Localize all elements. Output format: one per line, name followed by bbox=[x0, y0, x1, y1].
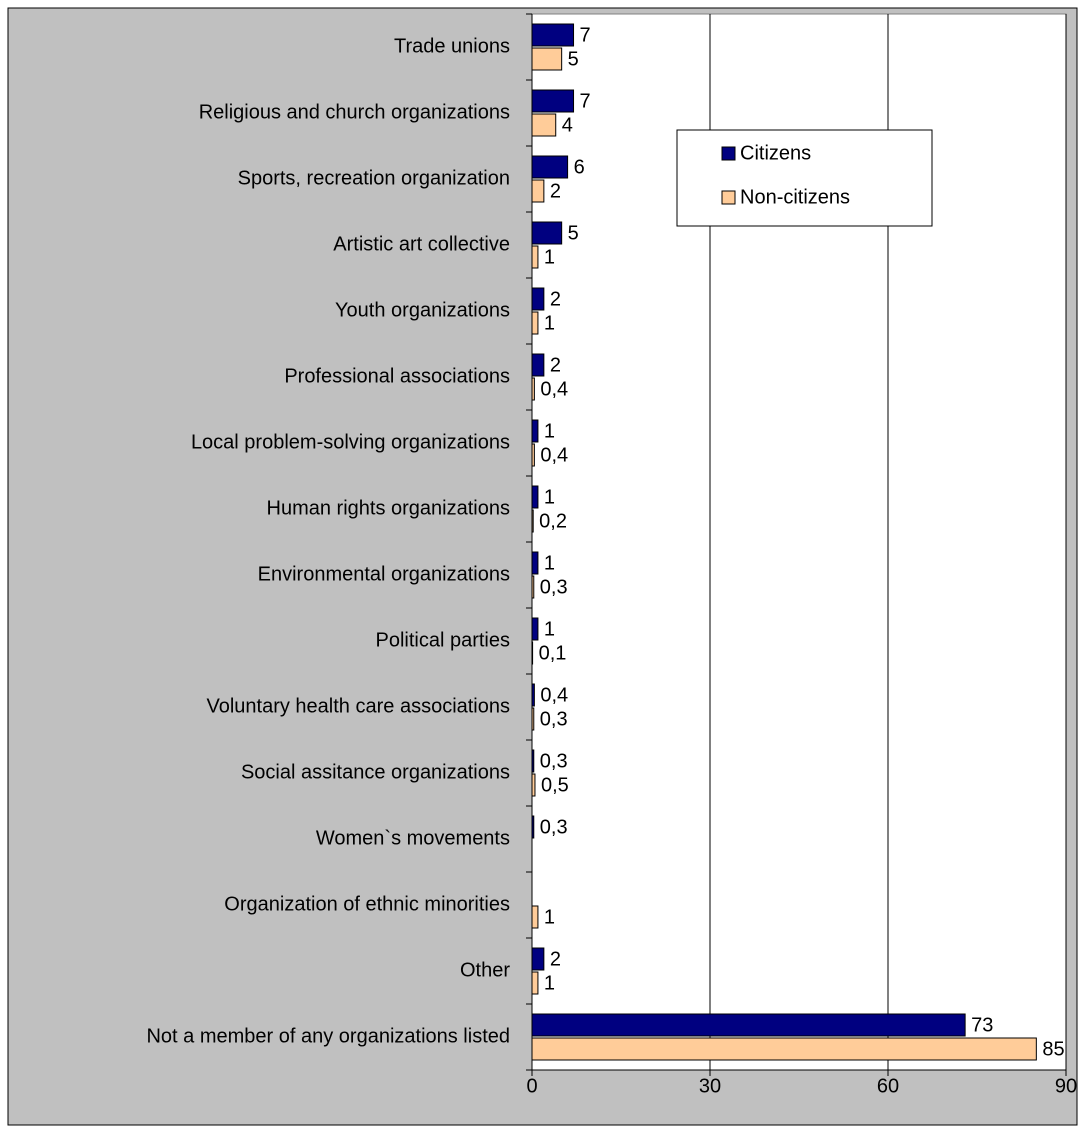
data-label: 1 bbox=[544, 618, 555, 640]
bar bbox=[531, 47, 563, 71]
bar bbox=[531, 179, 545, 203]
bar bbox=[531, 815, 535, 839]
data-label: 0,4 bbox=[540, 444, 568, 466]
bar bbox=[531, 221, 563, 245]
y-tick-label: Women`s movements bbox=[316, 827, 510, 849]
data-label: 0,1 bbox=[539, 642, 567, 664]
bar bbox=[531, 773, 536, 797]
bar bbox=[531, 551, 539, 575]
y-tick-label: Other bbox=[460, 959, 510, 981]
y-tick-label: Political parties bbox=[375, 629, 510, 651]
data-label: 1 bbox=[544, 420, 555, 442]
legend-label: Citizens bbox=[740, 142, 811, 164]
bar bbox=[531, 683, 535, 707]
data-label: 85 bbox=[1042, 1038, 1064, 1060]
x-tick-label: 90 bbox=[1055, 1075, 1077, 1097]
bar bbox=[531, 1013, 966, 1037]
data-label: 0,5 bbox=[541, 774, 569, 796]
y-tick-label: Trade unions bbox=[394, 35, 510, 57]
bar bbox=[531, 377, 535, 401]
data-label: 5 bbox=[568, 222, 579, 244]
bar bbox=[531, 1037, 1037, 1061]
bar bbox=[531, 707, 535, 731]
bar bbox=[531, 113, 557, 137]
y-tick-label: Religious and church organizations bbox=[199, 101, 510, 123]
data-label: 0,3 bbox=[540, 750, 568, 772]
data-label: 7 bbox=[580, 90, 591, 112]
legend-box bbox=[676, 129, 933, 227]
bar bbox=[531, 155, 569, 179]
bar bbox=[531, 245, 539, 269]
data-label: 5 bbox=[568, 48, 579, 70]
bar bbox=[531, 947, 545, 971]
data-label: 2 bbox=[550, 180, 561, 202]
bar bbox=[531, 617, 539, 641]
data-label: 1 bbox=[544, 552, 555, 574]
bar bbox=[531, 419, 539, 443]
data-label: 1 bbox=[544, 312, 555, 334]
legend-swatch bbox=[721, 146, 736, 161]
x-tick-label: 30 bbox=[699, 1075, 721, 1097]
data-label: 1 bbox=[544, 486, 555, 508]
data-label: 2 bbox=[550, 948, 561, 970]
y-tick-label: Social assitance organizations bbox=[241, 761, 510, 783]
bar bbox=[531, 905, 539, 929]
y-tick-label: Human rights organizations bbox=[267, 497, 510, 519]
data-label: 1 bbox=[544, 906, 555, 928]
bar bbox=[531, 311, 539, 335]
bar bbox=[531, 971, 539, 995]
data-label: 73 bbox=[971, 1014, 993, 1036]
y-tick-label: Voluntary health care associations bbox=[206, 695, 510, 717]
data-label: 2 bbox=[550, 354, 561, 376]
y-tick-label: Local problem-solving organizations bbox=[191, 431, 510, 453]
data-label: 0,4 bbox=[540, 378, 568, 400]
bar bbox=[531, 287, 545, 311]
data-label: 6 bbox=[574, 156, 585, 178]
y-tick-label: Sports, recreation organization bbox=[238, 167, 510, 189]
data-label: 0,3 bbox=[540, 708, 568, 730]
bar bbox=[531, 509, 534, 533]
data-label: 2 bbox=[550, 288, 561, 310]
legend-label: Non-citizens bbox=[740, 186, 850, 208]
legend-swatch bbox=[721, 190, 736, 205]
bar bbox=[531, 23, 575, 47]
x-tick-label: 0 bbox=[526, 1075, 537, 1097]
bar bbox=[531, 575, 535, 599]
bar bbox=[531, 749, 535, 773]
y-tick-label: Professional associations bbox=[284, 365, 510, 387]
y-tick-label: Youth organizations bbox=[335, 299, 510, 321]
data-label: 1 bbox=[544, 972, 555, 994]
data-label: 0,2 bbox=[539, 510, 567, 532]
bar bbox=[531, 353, 545, 377]
bar bbox=[531, 485, 539, 509]
bar bbox=[531, 89, 575, 113]
data-label: 0,3 bbox=[540, 576, 568, 598]
data-label: 1 bbox=[544, 246, 555, 268]
data-label: 7 bbox=[580, 24, 591, 46]
data-label: 4 bbox=[562, 114, 573, 136]
bar bbox=[531, 443, 535, 467]
bar bbox=[531, 641, 534, 665]
data-label: 0,3 bbox=[540, 816, 568, 838]
y-tick-label: Environmental organizations bbox=[258, 563, 510, 585]
x-tick-label: 60 bbox=[877, 1075, 899, 1097]
y-tick-label: Not a member of any organizations listed bbox=[146, 1025, 510, 1047]
data-label: 0,4 bbox=[540, 684, 568, 706]
y-tick-label: Organization of ethnic minorities bbox=[224, 893, 510, 915]
y-tick-label: Artistic art collective bbox=[333, 233, 510, 255]
